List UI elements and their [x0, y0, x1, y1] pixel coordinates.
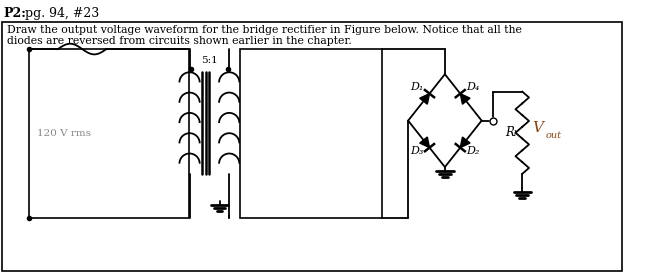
Text: D₃: D₃	[410, 146, 423, 156]
Text: pg. 94, #23: pg. 94, #23	[21, 6, 99, 19]
Text: diodes are reversed from circuits shown earlier in the chapter.: diodes are reversed from circuits shown …	[6, 36, 351, 46]
Text: D₂: D₂	[466, 146, 480, 156]
Bar	[240, 49, 382, 218]
Polygon shape	[420, 137, 430, 148]
Polygon shape	[460, 137, 470, 148]
Text: 120 V rms: 120 V rms	[37, 129, 90, 138]
Bar	[29, 49, 189, 218]
Text: P2:: P2:	[4, 6, 26, 19]
Text: out: out	[545, 131, 561, 140]
Text: Rₗ: Rₗ	[505, 126, 516, 139]
Text: 5:1: 5:1	[201, 56, 218, 64]
Polygon shape	[420, 94, 430, 104]
Text: V: V	[532, 121, 543, 135]
Text: Draw the output voltage waveform for the bridge rectifier in Figure below. Notic: Draw the output voltage waveform for the…	[6, 25, 521, 35]
Text: D₄: D₄	[466, 82, 480, 92]
Text: D₁: D₁	[410, 82, 423, 92]
Polygon shape	[460, 94, 470, 104]
